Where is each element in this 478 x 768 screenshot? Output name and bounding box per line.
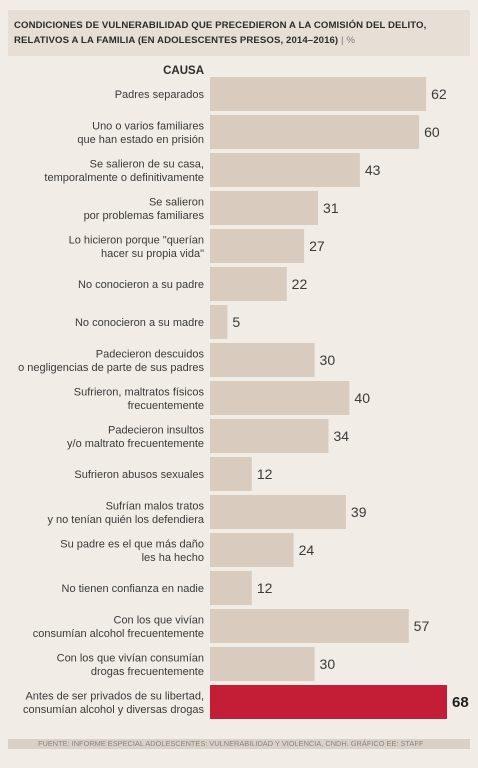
bar [210, 457, 252, 491]
column-header: CAUSA [163, 65, 204, 77]
data-label: 12 [257, 466, 273, 482]
category-label: Sufrieron abusos sexuales [74, 469, 204, 481]
data-label: 57 [414, 618, 430, 634]
bar [210, 153, 360, 187]
data-label: 22 [292, 276, 308, 292]
category-label: Se salieron de su casa, temporalmente o d… [44, 158, 204, 184]
category-label: Con los que vivían consumían drogas frecu… [57, 652, 204, 678]
bar [210, 571, 252, 605]
chart-title-text: Condiciones de vulnerabilidad que preced… [14, 20, 427, 46]
data-label: 31 [323, 200, 339, 216]
bar [210, 533, 294, 567]
data-label: 30 [320, 656, 336, 672]
data-label: 40 [354, 390, 370, 406]
data-label: 30 [320, 352, 336, 368]
category-label: Su padre es el que más daño les ha hecho [60, 538, 204, 564]
source-note: FUENTE: INFORME ESPECIAL ADOLESCENTES: V… [8, 739, 470, 749]
category-label: Se salieron por problemas familiares [84, 196, 205, 222]
data-label: 60 [424, 124, 440, 140]
bar [210, 495, 346, 529]
bar [210, 685, 447, 719]
bar-chart: CAUSA 62 Padres separados 60 Uno o varios fa… [18, 65, 469, 719]
bar [210, 381, 350, 415]
category-label: Padres separados [115, 89, 205, 101]
category-label: Con los que vivían consumían alcohol frec… [33, 614, 204, 640]
category-label: No conocieron a su madre [75, 317, 204, 329]
data-label: 62 [431, 86, 447, 102]
bar [210, 115, 420, 149]
bar [210, 419, 329, 453]
bar [210, 77, 427, 111]
data-label: 68 [452, 694, 469, 711]
bar [210, 191, 318, 225]
category-label: Uno o varios familiares que han estado en… [77, 120, 204, 146]
category-label: No tienen confianza en nadie [62, 583, 205, 595]
category-label: Lo hicieron porque "querían hacer su prop… [69, 234, 204, 259]
data-label: 43 [365, 162, 381, 178]
title-box: Condiciones de vulnerabilidad que preced… [8, 10, 470, 56]
category-label: Sufrieron, maltratos físicos frecuentemen… [74, 386, 205, 412]
bar [210, 647, 315, 681]
data-label: 34 [334, 428, 350, 444]
bar [210, 343, 315, 377]
category-label: Padecieron descuidos o negligencias de pa… [18, 348, 204, 374]
chart-unit: % [346, 35, 355, 46]
chart-title: Condiciones de vulnerabilidad que preced… [14, 20, 427, 46]
category-label: Sufrían malos tratos y no tenían quién lo… [47, 500, 204, 526]
category-label: No conocieron a su padre [78, 279, 204, 291]
data-label: 5 [232, 314, 240, 330]
data-label: 27 [309, 238, 325, 254]
category-label: Antes de ser privados de su libertad, con… [23, 690, 204, 716]
bar [210, 267, 287, 301]
bar [210, 609, 409, 643]
bar [210, 305, 228, 339]
category-label: Padecieron insultos y/o maltrato frecuent… [67, 424, 204, 450]
data-label: 12 [257, 580, 273, 596]
data-label: 39 [351, 504, 367, 520]
bar [210, 229, 305, 263]
data-label: 24 [299, 542, 315, 558]
